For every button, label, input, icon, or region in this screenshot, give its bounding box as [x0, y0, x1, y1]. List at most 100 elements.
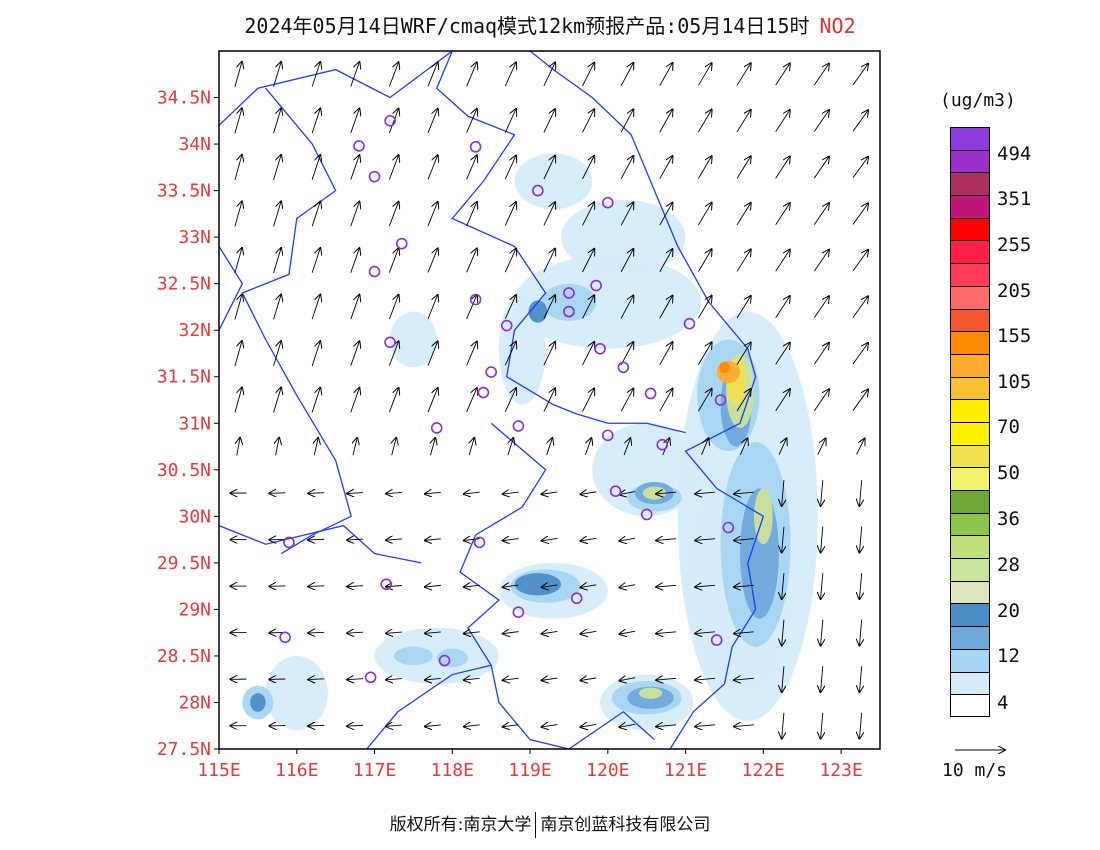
wind-arrow — [782, 573, 784, 599]
wind-arrow — [427, 62, 438, 87]
wind-arrow — [392, 438, 397, 456]
wind-arrow — [350, 295, 360, 320]
wind-arrow — [427, 155, 438, 180]
wind-arrow — [736, 342, 751, 365]
lon-tick-label: 118E — [431, 760, 474, 781]
wind-arrow — [504, 109, 516, 133]
site-marker — [722, 521, 735, 534]
wind-arrow — [775, 389, 790, 412]
wind-arrow — [859, 666, 861, 692]
colorbar-swatch — [950, 353, 990, 377]
site-marker — [368, 170, 381, 183]
wind-arrow — [350, 155, 360, 180]
wind-arrow — [580, 678, 597, 681]
wind-arrow — [234, 155, 242, 180]
wind-arrow — [782, 526, 784, 553]
wind-arrow — [782, 712, 784, 739]
wind-arrow — [656, 632, 677, 634]
wind-arrow — [775, 343, 790, 365]
site-marker — [469, 141, 482, 153]
wind-arrow — [542, 538, 558, 540]
longitude-axis: 115E 116E 117E 118E 119E 120E 121E 122E 123E — [197, 749, 863, 781]
wind-arrow — [543, 202, 555, 226]
wind-arrow — [852, 64, 868, 86]
colorbar-swatch — [950, 127, 990, 150]
wind-arrow — [775, 203, 790, 225]
concentration-blob — [265, 655, 328, 731]
map-title: 2024年05月14日WRF/cmaq模式12km预报产品:05月14日15时 N… — [0, 10, 1100, 39]
wind-arrow — [234, 341, 242, 367]
wind-arrow — [503, 725, 519, 727]
wind-arrow — [580, 585, 597, 588]
wind-arrow — [698, 203, 711, 226]
wind-arrow — [308, 539, 325, 540]
wind-arrow — [620, 109, 633, 133]
wind-arrow — [466, 295, 477, 320]
colorbar-swatch — [950, 603, 990, 627]
wind-arrow — [582, 156, 595, 180]
concentration-blob — [561, 199, 686, 275]
wind-arrow — [659, 203, 673, 226]
wind-arrow — [386, 679, 402, 680]
wind-arrow — [386, 539, 402, 540]
colorbar-swatch — [950, 308, 990, 332]
wind-arrow — [350, 109, 360, 134]
wind-arrow — [619, 492, 636, 495]
wind-arrow — [234, 201, 242, 227]
wind-arrow — [698, 249, 711, 272]
wind-arrow — [813, 296, 829, 318]
wind-arrow — [234, 62, 242, 87]
wind-arrow — [308, 679, 325, 680]
site-marker — [512, 606, 525, 618]
wind-arrow — [736, 389, 751, 412]
wind-arrow — [386, 725, 402, 726]
wind-arrow — [852, 343, 868, 365]
wind-arrow — [503, 632, 519, 634]
colorbar-label: 351 — [997, 188, 1032, 210]
wind-arrow — [504, 155, 516, 180]
wind-arrow — [821, 526, 823, 553]
wind-arrow — [782, 666, 784, 692]
site-marker — [364, 671, 377, 684]
wind-arrow — [734, 492, 754, 494]
wind-arrow — [508, 438, 513, 456]
wind-arrow — [813, 389, 829, 411]
lon-tick-label: 115E — [197, 760, 240, 781]
site-marker — [683, 317, 696, 330]
site-marker — [368, 265, 381, 278]
pollutant-label: NO2 — [819, 14, 856, 38]
wind-arrow — [504, 62, 516, 87]
wind-arrow — [620, 156, 633, 180]
site-marker — [640, 508, 653, 521]
wind-arrow — [656, 585, 677, 587]
lon-tick-label: 116E — [275, 760, 318, 781]
wind-arrow — [543, 249, 555, 273]
wind-arrow — [734, 632, 754, 634]
wind-arrow — [466, 109, 477, 133]
wind-arrow — [273, 341, 282, 367]
wind-reference-label: 10 m/s — [942, 760, 1008, 781]
colorbar-label: 70 — [997, 416, 1020, 438]
site-marker — [430, 422, 443, 434]
wind-arrow — [543, 156, 555, 180]
wind-arrow — [273, 108, 282, 134]
copyright-separator — [535, 812, 537, 838]
copyright-footer: 版权所有:南京大学 南京创蓝科技有限公司 — [0, 810, 1100, 838]
wind-arrow — [817, 438, 826, 455]
wind-arrow — [580, 538, 597, 541]
site-marker — [602, 196, 614, 209]
wind-arrow — [347, 632, 364, 633]
site-marker — [473, 536, 486, 549]
wind-arrow — [314, 438, 318, 456]
lat-tick-label: 29N — [178, 599, 211, 620]
wind-arrow — [466, 248, 477, 273]
wind-arrow — [739, 438, 747, 455]
wind-arrow — [580, 724, 597, 727]
wind-arrow — [504, 342, 516, 366]
lat-tick-label: 29.5N — [157, 553, 211, 574]
wind-arrow — [734, 539, 754, 541]
wind-arrow — [469, 438, 474, 456]
wind-arrow — [427, 295, 438, 320]
colorbar-label: 28 — [997, 554, 1020, 576]
wind-arrow — [698, 110, 711, 133]
